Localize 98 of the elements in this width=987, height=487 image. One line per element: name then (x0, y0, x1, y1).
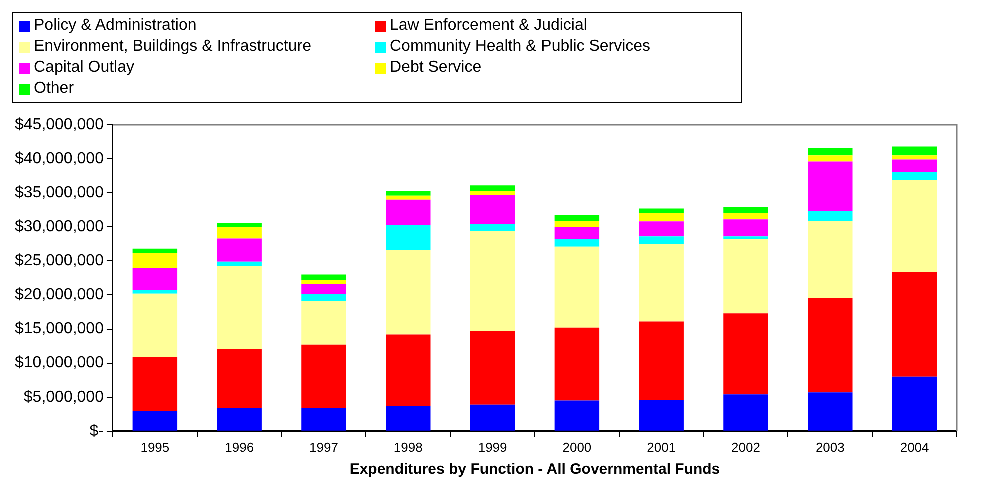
bar (302, 274, 346, 280)
bar (470, 331, 516, 405)
y-tick-label: $- (90, 422, 104, 440)
x-tick-label: 1998 (394, 440, 423, 455)
bar (554, 239, 600, 247)
bar (302, 408, 346, 431)
bar (132, 248, 178, 254)
bar (724, 220, 768, 237)
bar (892, 376, 938, 431)
bar (302, 301, 346, 345)
bar (132, 410, 178, 431)
bar (302, 284, 346, 295)
y-tick-label: $40,000,000 (14, 150, 104, 168)
bar (554, 328, 600, 401)
bar (470, 186, 516, 192)
bar (132, 268, 178, 290)
bar (217, 262, 262, 266)
bar (470, 231, 516, 332)
legend-label: Community Health & Public Services (390, 37, 651, 57)
x-tick-label: 2004 (900, 440, 930, 455)
bar (386, 334, 431, 406)
y-tick-label: $5,000,000 (24, 388, 104, 406)
bar (217, 238, 262, 262)
legend-label: Other (34, 79, 74, 99)
bar (386, 196, 431, 200)
y-tick-label: $25,000,000 (14, 252, 104, 270)
bar (217, 349, 262, 408)
bar (639, 222, 684, 237)
x-tick-label: 1997 (310, 440, 338, 455)
bar (554, 400, 600, 431)
bar (132, 290, 178, 294)
bar (724, 394, 768, 431)
y-tick-label: $20,000,000 (14, 286, 104, 304)
bar (639, 322, 684, 400)
bar (554, 216, 600, 222)
bar (892, 160, 938, 172)
bar (808, 298, 853, 393)
bar (639, 400, 684, 431)
bar (892, 180, 938, 272)
x-tick-label: 2001 (647, 440, 676, 455)
x-tick-label: 2003 (816, 440, 845, 455)
bar (132, 294, 178, 358)
legend-label: Policy & Administration (34, 16, 197, 36)
bar (639, 214, 684, 222)
y-tick-label: $35,000,000 (14, 184, 104, 202)
bar (386, 191, 431, 196)
bar (302, 280, 346, 284)
bar (724, 207, 768, 214)
bar (470, 191, 516, 196)
bar (808, 221, 853, 298)
bar (808, 211, 853, 222)
y-tick-label: $45,000,000 (14, 116, 104, 134)
bar (554, 246, 600, 328)
bar (892, 146, 938, 156)
bar (639, 244, 684, 322)
bar (808, 392, 853, 431)
bar (639, 208, 684, 214)
bar (386, 250, 431, 335)
y-tick-label: $30,000,000 (14, 218, 104, 236)
bar (470, 224, 516, 232)
bar (554, 221, 600, 228)
x-tick-label: 2002 (732, 440, 760, 455)
bar (470, 404, 516, 431)
bar (302, 344, 346, 408)
y-tick-label: $10,000,000 (14, 354, 104, 372)
bar (892, 172, 938, 180)
bar (132, 357, 178, 411)
bar (386, 225, 431, 250)
bar (724, 214, 768, 220)
bar (302, 294, 346, 302)
bar (554, 227, 600, 240)
bar (132, 253, 178, 268)
x-axis-title: Expenditures by Function - All Governmental Funds (350, 461, 720, 478)
y-tick-label: $15,000,000 (14, 320, 104, 338)
bar (808, 148, 853, 156)
x-tick-label: 1996 (225, 440, 254, 455)
bar (724, 239, 768, 314)
bar (386, 406, 431, 431)
bar (892, 272, 938, 377)
x-tick-label: 1999 (478, 440, 508, 455)
legend-label: Capital Outlay (34, 58, 134, 78)
legend-label: Law Enforcement & Judicial (390, 16, 588, 36)
bar (724, 236, 768, 240)
x-tick-label: 2000 (562, 440, 592, 455)
legend-label: Debt Service (390, 58, 482, 78)
x-tick-label: 1995 (140, 440, 170, 455)
bar (639, 236, 684, 244)
bar (808, 162, 853, 212)
bar (470, 195, 516, 224)
bar (217, 266, 262, 350)
bar (808, 156, 853, 162)
bar (386, 200, 431, 226)
bar (892, 156, 938, 160)
legend-label: Environment, Buildings & Infrastructure (34, 37, 312, 57)
bar (217, 223, 262, 228)
bar (217, 408, 262, 431)
bar (217, 227, 262, 239)
bar (724, 314, 768, 395)
